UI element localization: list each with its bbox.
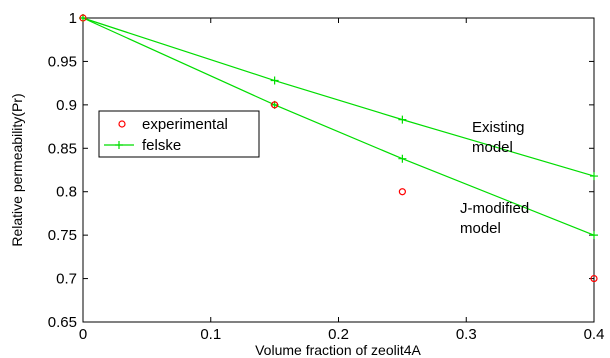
series-line-existing [82,17,595,177]
data-point-existing [270,76,279,85]
series-layer [79,14,598,283]
data-point-existing [590,172,598,181]
y-axis-title: Relative permeability(Pr) [9,93,25,246]
legend-label-experimental: experimental [142,116,228,133]
legend: experimental felske [98,110,260,158]
x-tick-label: 0.2 [328,326,349,343]
annotation-existing-line1: Existing [472,119,525,136]
data-point-felske [590,231,598,240]
series-line-felske [82,17,595,236]
annotation-jmodified-line1: J-modified [460,200,529,217]
plot-area [82,17,595,323]
legend-label-felske: felske [142,137,181,154]
y-axis-ticks: 0.65 0.7 0.75 0.8 0.85 0.9 0.95 1 [48,10,594,331]
y-tick-label: 0.85 [48,140,77,157]
legend-box [98,110,260,158]
x-axis-title: Volume fraction of zeolit4A [255,342,421,358]
annotation-jmodified-line2: model [460,220,501,237]
y-tick-label: 0.8 [56,184,77,201]
data-point-experimental [398,188,406,196]
data-point-existing [398,115,407,124]
y-tick-label: 1 [69,10,77,27]
x-tick-label: 0.1 [200,326,221,343]
y-tick-label: 0.65 [48,314,77,331]
data-point-felske [398,154,407,163]
y-tick-label: 0.75 [48,227,77,244]
y-tick-label: 0.7 [56,271,77,288]
legend-marker-experimental [118,120,126,128]
x-tick-label: 0.4 [584,326,605,343]
data-point-experimental [79,14,87,22]
data-point-experimental [271,101,279,109]
x-axis-ticks: 0 0.1 0.2 0.3 0.4 [79,18,605,343]
legend-marker-felske [115,141,123,149]
x-tick-label: 0 [79,326,87,343]
y-tick-label: 0.9 [56,97,77,114]
data-point-experimental [590,274,598,283]
x-tick-label: 0.3 [456,326,477,343]
y-tick-label: 0.95 [48,53,77,70]
annotation-existing-line2: model [472,139,513,156]
